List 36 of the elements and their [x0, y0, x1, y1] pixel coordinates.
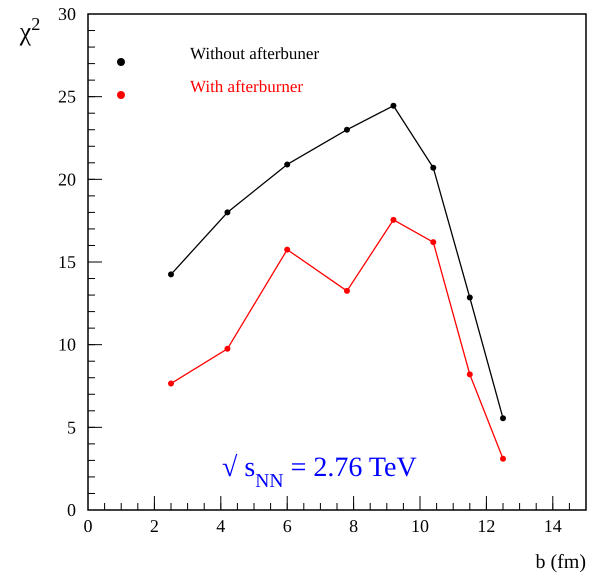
x-tick-label: 12	[477, 516, 496, 536]
point	[430, 239, 436, 246]
x-tick-label: 8	[349, 516, 358, 536]
point	[390, 102, 396, 109]
y-tick-label: 5	[67, 417, 76, 438]
y-tick-label: 15	[58, 252, 76, 272]
legend-entry: Without afterbuner	[117, 44, 320, 66]
point	[430, 164, 436, 171]
x-tick-label: 10	[411, 516, 429, 536]
point	[466, 294, 473, 301]
x-tick-label: 2	[150, 516, 159, 536]
x-tick-label: 14	[544, 516, 562, 536]
y-tick-label: 0	[67, 500, 76, 520]
point	[466, 371, 473, 378]
x-tick-label: 4	[216, 516, 226, 536]
point	[168, 380, 174, 387]
x-tick-label: 6	[282, 516, 292, 536]
point	[284, 161, 290, 168]
y-tick-label: 25	[58, 86, 76, 107]
y-tick-label: 10	[58, 334, 76, 355]
y-tick-label: 20	[58, 169, 76, 190]
point	[224, 209, 230, 216]
y-axis-title: χ$^{2}$	[18, 14, 40, 46]
legend-entry: With afterburner	[117, 77, 304, 99]
point	[390, 216, 396, 223]
y-tick-label: 30	[58, 4, 76, 24]
point	[168, 271, 174, 278]
point	[500, 415, 506, 422]
point	[500, 456, 506, 462]
point	[284, 246, 290, 253]
point	[344, 288, 350, 294]
x-tick-label: 0	[84, 516, 92, 536]
point	[344, 126, 350, 133]
annotation: √ s$_{NN}$ = 2.76 TeV	[222, 452, 417, 492]
x-axis-title: b (fm)	[535, 551, 586, 573]
point	[224, 346, 230, 352]
